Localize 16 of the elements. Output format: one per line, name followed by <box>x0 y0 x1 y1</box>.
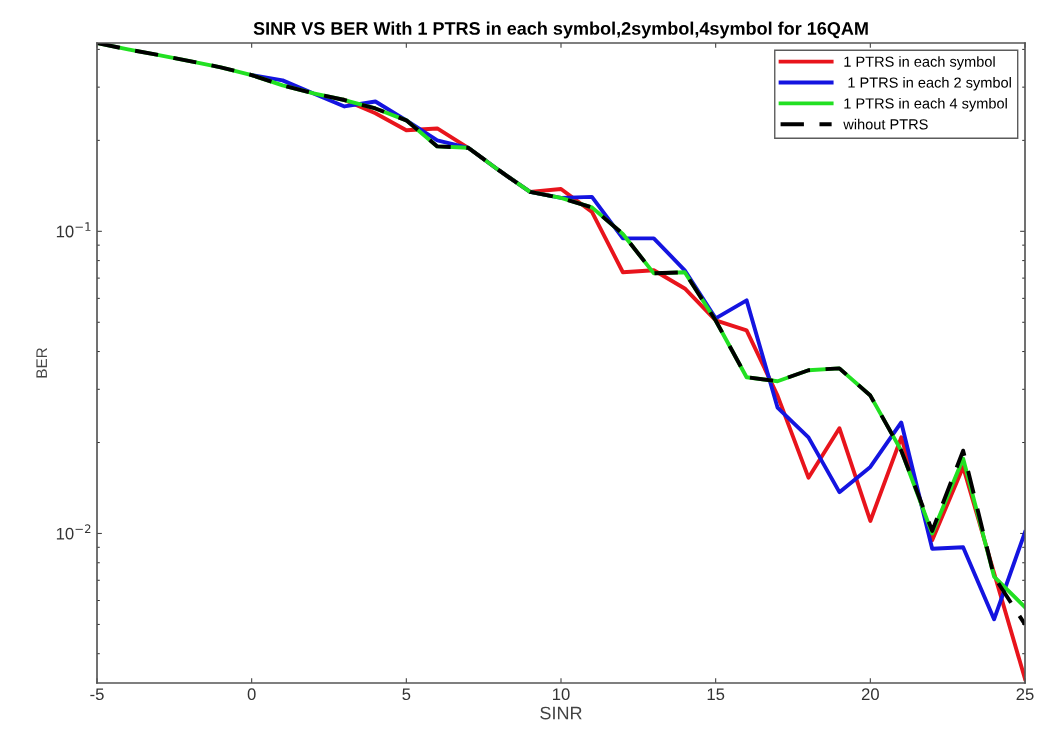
chart-title: SINR VS BER With 1 PTRS in each symbol,2symbol,4symbol for 16QAM <box>253 21 868 39</box>
y-tick-label: 10$^{−1}$ <box>56 222 91 238</box>
x-axis-title: SINR <box>540 706 582 720</box>
x-tick-label: 10 <box>553 688 570 701</box>
legend-label: 1 PTRS in each 2 symbol <box>848 77 1011 91</box>
legend-label: wihout PTRS <box>843 118 928 130</box>
x-tick-label: 5 <box>402 688 411 701</box>
y-axis-title: BER <box>36 348 47 378</box>
y-tick-label: 10$^{−2}$ <box>56 524 91 540</box>
x-tick-label: -5 <box>90 688 104 701</box>
x-tick-label: 0 <box>247 688 256 701</box>
x-tick-label: 25 <box>1016 688 1034 701</box>
legend-label: 1 PTRS in each symbol <box>844 56 995 70</box>
x-tick-label: 20 <box>861 688 879 701</box>
legend-label: 1 PTRS in each 4 symbol <box>844 97 1007 112</box>
x-tick-label: 15 <box>707 688 725 701</box>
